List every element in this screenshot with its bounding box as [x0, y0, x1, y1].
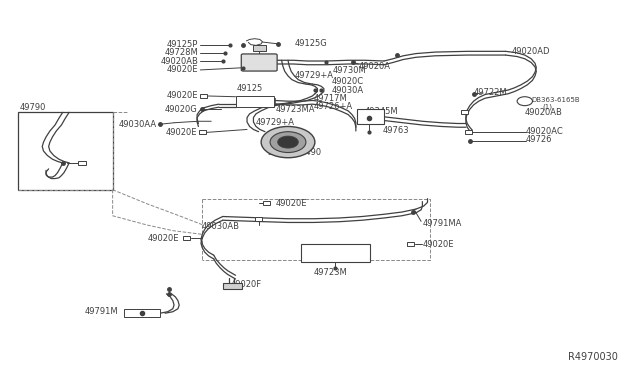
Bar — [124, 309, 160, 317]
Text: 49030AA: 49030AA — [118, 120, 157, 129]
Text: 49725MA: 49725MA — [326, 245, 366, 254]
Text: DB363-6165B: DB363-6165B — [531, 97, 580, 103]
Text: 49020E: 49020E — [167, 65, 198, 74]
Text: 49723M: 49723M — [314, 268, 348, 277]
Text: SEE SEC 490: SEE SEC 490 — [268, 148, 321, 157]
Text: 49030AB: 49030AB — [202, 222, 240, 231]
Bar — [301, 244, 370, 262]
Circle shape — [270, 132, 306, 153]
Text: 49722M: 49722M — [474, 88, 508, 97]
Bar — [253, 45, 266, 51]
FancyBboxPatch shape — [241, 54, 277, 71]
Bar — [465, 129, 472, 134]
Text: 49790: 49790 — [19, 103, 45, 112]
Text: (1): (1) — [543, 103, 553, 110]
Bar — [236, 96, 274, 107]
Bar — [78, 161, 86, 165]
Bar — [18, 112, 113, 190]
Text: 49125G: 49125G — [294, 39, 327, 48]
Text: 49345M: 49345M — [365, 107, 399, 116]
Bar — [183, 236, 191, 240]
Text: 49020AD: 49020AD — [512, 47, 550, 56]
Text: 49020F: 49020F — [230, 280, 262, 289]
Circle shape — [261, 126, 315, 158]
Text: 49020AB: 49020AB — [525, 108, 563, 117]
Text: 49020E: 49020E — [148, 234, 179, 243]
Text: R4970030: R4970030 — [568, 352, 618, 362]
Text: 49020E: 49020E — [275, 199, 307, 208]
Text: 49020A: 49020A — [358, 62, 390, 71]
Bar — [408, 242, 415, 246]
Bar — [223, 283, 242, 289]
Text: 49020E: 49020E — [166, 128, 197, 137]
Text: 49717M: 49717M — [314, 94, 348, 103]
Bar — [198, 130, 206, 134]
Text: 49020G: 49020G — [164, 105, 197, 114]
Text: 49791M: 49791M — [84, 307, 118, 316]
Text: 49728M: 49728M — [164, 48, 198, 57]
Text: 49020C: 49020C — [332, 77, 364, 86]
Text: 49729+A: 49729+A — [294, 71, 333, 80]
Bar — [357, 109, 384, 124]
Bar — [262, 201, 270, 205]
Text: 49125P: 49125P — [167, 40, 198, 49]
Text: 49125: 49125 — [237, 84, 263, 93]
Text: 49726: 49726 — [526, 135, 552, 144]
Bar — [200, 94, 207, 98]
Text: 49020E: 49020E — [167, 92, 198, 100]
Text: 49791MA: 49791MA — [422, 219, 462, 228]
Circle shape — [517, 97, 532, 106]
Text: 49723MA: 49723MA — [275, 105, 315, 114]
Text: 49763: 49763 — [383, 126, 410, 135]
Text: 49020AB: 49020AB — [161, 57, 198, 65]
Bar — [461, 109, 468, 114]
Text: 49726+A: 49726+A — [314, 102, 353, 111]
Text: S: S — [522, 98, 527, 104]
Text: 49730M: 49730M — [333, 66, 367, 75]
Bar — [255, 217, 262, 221]
Text: 49725M: 49725M — [243, 98, 277, 107]
Text: 49729+A: 49729+A — [256, 118, 295, 127]
Text: 49020AC: 49020AC — [526, 127, 564, 136]
Text: 49030A: 49030A — [332, 86, 364, 94]
Circle shape — [278, 136, 298, 148]
Text: 49020E: 49020E — [422, 240, 454, 249]
